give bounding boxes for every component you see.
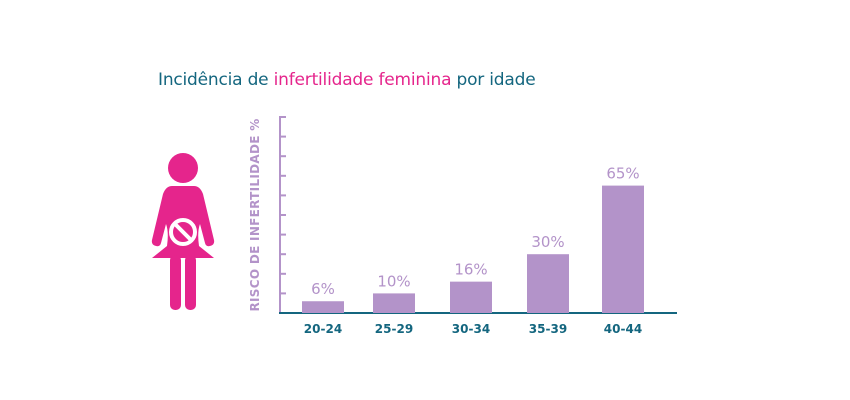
title-part-2: infertilidade feminina xyxy=(273,70,452,90)
bar-25-29 xyxy=(373,293,415,313)
value-label-20-24: 6% xyxy=(311,280,335,298)
value-labels: 6% 10% 16% 30% 65% xyxy=(311,165,640,299)
y-axis xyxy=(279,116,286,314)
x-tick-labels: 20-24 25-29 30-34 35-39 40-44 xyxy=(304,322,642,336)
x-tick-label-40-44: 40-44 xyxy=(604,322,642,336)
pregnant-woman-no-icon xyxy=(151,153,215,310)
bar-20-24 xyxy=(302,301,344,313)
value-label-30-34: 16% xyxy=(454,261,487,279)
x-tick-label-35-39: 35-39 xyxy=(529,322,567,336)
title-part-3: por idade xyxy=(451,70,536,90)
chart-title: Incidência de infertilidade feminina por… xyxy=(158,70,536,90)
bar-35-39 xyxy=(527,254,569,313)
x-tick-label-25-29: 25-29 xyxy=(375,322,413,336)
value-label-35-39: 30% xyxy=(531,233,564,251)
value-label-40-44: 65% xyxy=(606,165,639,183)
bar-30-34 xyxy=(450,281,492,313)
x-tick-label-30-34: 30-34 xyxy=(452,322,490,336)
bar-40-44 xyxy=(602,185,644,313)
y-axis-label: RISCO DE INFERTILIDADE % xyxy=(248,118,262,311)
x-tick-label-20-24: 20-24 xyxy=(304,322,342,336)
value-label-25-29: 10% xyxy=(377,272,410,290)
bars xyxy=(302,185,644,313)
title-part-1: Incidência de xyxy=(158,70,274,90)
